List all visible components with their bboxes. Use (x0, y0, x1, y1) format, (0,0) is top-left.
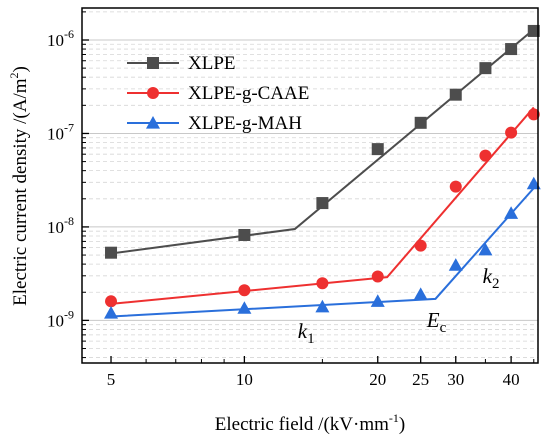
data-point (504, 206, 519, 219)
data-point (505, 126, 518, 139)
y-axis-title: Electric current density /(A/m2) (7, 66, 31, 306)
fit-line-2 (110, 187, 535, 318)
x-tick-label: 30 (447, 370, 464, 389)
legend-marker (147, 57, 159, 69)
y-axis-ticks: 10-9 10-8 10-7 10-6 (47, 11, 89, 359)
legend-marker (146, 116, 160, 129)
x-tick-label: 25 (412, 370, 429, 389)
data-point (105, 246, 118, 259)
y-tick-label: 10-7 (47, 120, 74, 143)
data-point (238, 284, 251, 297)
data-point (527, 108, 540, 121)
data-point (478, 242, 493, 256)
data-point (370, 294, 385, 307)
fit-line-1 (110, 106, 535, 305)
data-point (413, 287, 428, 300)
data-point (371, 143, 384, 156)
data-point (316, 277, 329, 290)
data-point (505, 43, 518, 56)
legend-entry: XLPE-g-CAAE (188, 83, 309, 104)
annotation: k2 (483, 264, 500, 292)
y-tick-label: 10-6 (47, 27, 74, 50)
annotations: k1 Ec k2 (298, 264, 500, 347)
legend-entry: XLPE (188, 53, 236, 74)
data-point (479, 149, 492, 162)
legend: XLPE XLPE-g-CAAE XLPE-g-MAH (127, 53, 309, 134)
data-point (414, 239, 427, 252)
data-point (104, 305, 119, 319)
plot-frame (81, 7, 539, 364)
data-point (449, 180, 462, 193)
x-axis-title: Electric field /(kV·mm-1) (215, 411, 405, 435)
data-point (237, 301, 252, 314)
data-point (414, 116, 427, 129)
x-axis-ticks: 5 10 20 25 30 40 (107, 356, 535, 389)
x-tick-label: 20 (369, 370, 386, 389)
data-point (315, 299, 330, 313)
data-point (238, 228, 251, 241)
data-point (371, 270, 384, 283)
x-tick-label: 10 (236, 370, 253, 389)
y-tick-label: 10-9 (47, 307, 74, 330)
data-markers (104, 24, 541, 319)
y-tick-label: 10-8 (47, 214, 74, 237)
data-point (316, 197, 329, 210)
annotation: k1 (298, 319, 315, 347)
x-tick-label: 5 (107, 370, 116, 389)
legend-marker (147, 87, 159, 99)
legend-entry: XLPE-g-MAH (188, 113, 302, 134)
data-point (105, 295, 118, 308)
data-point (448, 258, 463, 271)
data-point (449, 88, 462, 101)
x-tick-label: 40 (503, 370, 520, 389)
annotation: Ec (426, 308, 447, 336)
data-point (527, 24, 540, 37)
data-point (479, 62, 492, 75)
